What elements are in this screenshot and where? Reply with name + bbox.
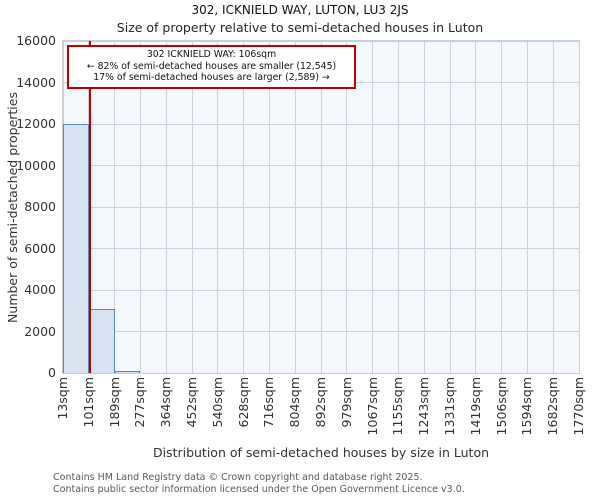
- gridline-v: [320, 41, 322, 373]
- footer: Contains HM Land Registry data © Crown c…: [53, 472, 465, 495]
- gridline-v: [88, 41, 90, 373]
- property-size-marker-line: [89, 41, 92, 373]
- gridline-v: [397, 41, 399, 373]
- x-tick-label: 101sqm: [80, 377, 96, 428]
- histogram-bar: [114, 370, 141, 373]
- footer-line-1: Contains HM Land Registry data © Crown c…: [53, 472, 423, 483]
- x-tick-label: 540sqm: [209, 377, 225, 428]
- x-tick-label: 1506sqm: [493, 377, 509, 436]
- y-tick-label: 14000: [16, 74, 56, 90]
- y-tick-label: 0: [48, 365, 56, 380]
- x-tick-label: 804sqm: [287, 377, 303, 428]
- gridline-v: [268, 41, 270, 373]
- gridline-v: [165, 41, 167, 373]
- x-tick-label: 189sqm: [106, 377, 122, 428]
- annotation-line-2: ← 82% of semi-detached houses are smalle…: [86, 60, 337, 72]
- gridline-v: [217, 41, 219, 373]
- gridline-v: [243, 41, 245, 373]
- y-tick-label: 16000: [16, 33, 56, 48]
- gridline-v: [191, 41, 193, 373]
- x-tick-label: 1243sqm: [416, 377, 432, 436]
- gridline-v: [114, 41, 116, 373]
- x-tick-label: 1770sqm: [571, 377, 586, 436]
- gridline-v: [139, 41, 141, 373]
- chart-title: 302, ICKNIELD WAY, LUTON, LU3 2JS: [191, 3, 409, 17]
- gridline-v: [372, 41, 374, 373]
- x-tick-label: 892sqm: [313, 377, 328, 428]
- annotation-line-1: 302 ICKNIELD WAY: 106sqm: [146, 49, 277, 60]
- annotation-line-3: 17% of semi-detached houses are larger (…: [93, 72, 330, 83]
- x-tick-label: 1682sqm: [545, 377, 561, 436]
- x-tick-label: 452sqm: [184, 377, 199, 428]
- x-axis-label: Distribution of semi-detached houses by …: [152, 445, 490, 460]
- x-tick-label: 1594sqm: [519, 377, 535, 436]
- x-tick-label: 364sqm: [158, 377, 174, 428]
- x-tick-label: 277sqm: [132, 377, 148, 428]
- y-tick-label: 4000: [24, 282, 56, 297]
- footer-line-2: Contains public sector information licen…: [53, 483, 465, 495]
- gridline-v: [475, 41, 477, 373]
- gridline-v: [578, 41, 580, 373]
- y-tick-label: 8000: [24, 199, 56, 214]
- y-tick-label: 12000: [16, 116, 56, 131]
- histogram-bar: [63, 124, 89, 373]
- x-tick-label: 979sqm: [338, 377, 354, 428]
- x-tick-label: 1067sqm: [364, 377, 380, 436]
- x-tick-label: 13sqm: [55, 377, 70, 420]
- plot-area: [62, 40, 580, 374]
- annotation-box: 302 ICKNIELD WAY: 106sqm ← 82% of semi-d…: [67, 45, 356, 89]
- x-tick-label: 716sqm: [261, 377, 277, 428]
- y-axis-label-wrap: Number of semi-detached properties: [4, 40, 20, 374]
- x-tick-label: 1419sqm: [467, 377, 483, 436]
- x-tick-label: 628sqm: [235, 377, 251, 428]
- x-tick-label: 1331sqm: [442, 377, 457, 436]
- gridline-v: [423, 41, 425, 373]
- gridline-v: [294, 41, 296, 373]
- chart-subtitle: Size of property relative to semi-detach…: [116, 20, 484, 35]
- gridline-v: [552, 41, 554, 373]
- gridline-v: [501, 41, 503, 373]
- gridline-v: [449, 41, 451, 373]
- y-tick-label: 2000: [24, 323, 56, 339]
- histogram-bar: [88, 308, 115, 373]
- gridline-v: [346, 41, 348, 373]
- gridline-v: [526, 41, 528, 373]
- y-tick-label: 6000: [24, 240, 56, 256]
- x-tick-label: 1155sqm: [390, 377, 406, 436]
- y-tick-label: 10000: [16, 157, 56, 173]
